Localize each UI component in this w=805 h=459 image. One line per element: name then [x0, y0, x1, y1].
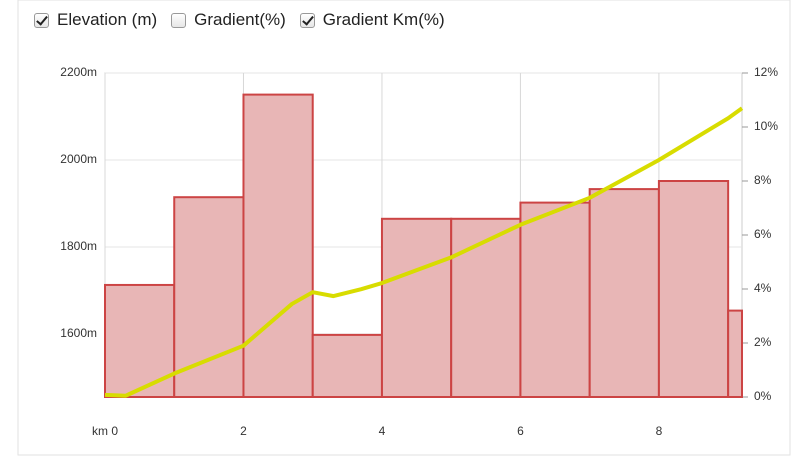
- legend-label: Elevation (m): [57, 10, 158, 29]
- y-tick-label: 2000m: [60, 152, 97, 166]
- bar: [311, 333, 383, 398]
- legend-toggle[interactable]: Elevation (m): [34, 10, 157, 30]
- legend: Elevation (m) Gradient(%) Gradient Km(%): [34, 10, 445, 30]
- bar: [380, 217, 453, 398]
- y2-tick-label: 10%: [754, 119, 778, 133]
- bar: [588, 188, 660, 398]
- bar: [173, 196, 245, 398]
- y-tick-label: 1800m: [60, 239, 97, 253]
- bar: [242, 93, 314, 398]
- checkbox[interactable]: [299, 12, 315, 28]
- y2-tick-label: 4%: [754, 281, 772, 295]
- y-tick-label: 1600m: [60, 326, 97, 340]
- bar: [657, 180, 730, 398]
- legend-label: Gradient Km(%): [322, 10, 445, 29]
- x-tick-label: 4: [379, 424, 386, 438]
- y2-tick-label: 2%: [754, 335, 772, 349]
- y2-tick-label: 8%: [754, 173, 772, 187]
- x-tick-label: 6: [517, 424, 524, 438]
- legend-toggle[interactable]: Gradient(%): [171, 10, 286, 30]
- bar: [519, 201, 591, 398]
- checkbox[interactable]: [34, 12, 49, 28]
- y2-tick-label: 12%: [754, 65, 778, 79]
- x-tick-label: 2: [240, 424, 247, 438]
- elevation-line: [104, 106, 744, 398]
- x-tick-label: 8: [656, 424, 663, 438]
- legend-toggle[interactable]: Gradient Km(%): [299, 10, 445, 30]
- y2-tick-label: 6%: [754, 227, 772, 241]
- chart-frame: [17, 0, 791, 456]
- checkbox[interactable]: [171, 12, 187, 28]
- x-tick-label: km 0: [92, 424, 118, 438]
- legend-label: Gradient(%): [194, 10, 286, 29]
- y-tick-label: 2200m: [60, 65, 97, 79]
- y2-tick-label: 0%: [754, 389, 772, 403]
- bar: [727, 309, 743, 399]
- bar: [450, 217, 522, 398]
